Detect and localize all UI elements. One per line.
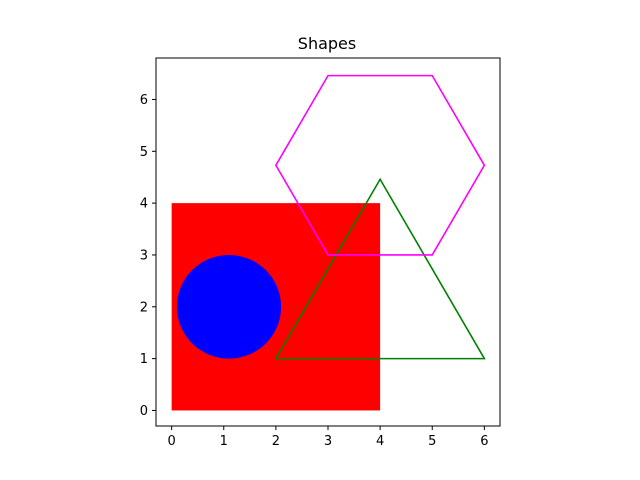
y-tick-label: 5 [140,145,148,160]
y-tick-label: 4 [140,197,148,212]
blue-circle-shape [176,254,282,359]
y-tick-label: 1 [140,352,148,367]
x-tick-label: 5 [428,434,436,449]
x-tick-label: 0 [167,434,175,449]
x-axis: 0 1 2 3 4 5 6 [167,426,489,449]
x-tick-label: 3 [324,434,332,449]
y-tick-label: 2 [140,300,148,315]
chart-title: Shapes [298,34,356,53]
x-tick-label: 1 [220,434,228,449]
x-tick-label: 6 [480,434,488,449]
x-tick-label: 4 [376,434,384,449]
y-tick-label: 6 [140,93,148,108]
y-axis: 0 1 2 3 4 5 6 [140,93,156,419]
plot-shapes [171,74,486,411]
y-tick-label: 0 [140,404,148,419]
triangle-shape [274,177,486,360]
y-tick-label: 3 [140,248,148,263]
x-tick-label: 2 [272,434,280,449]
hexagon-shape [274,74,486,256]
